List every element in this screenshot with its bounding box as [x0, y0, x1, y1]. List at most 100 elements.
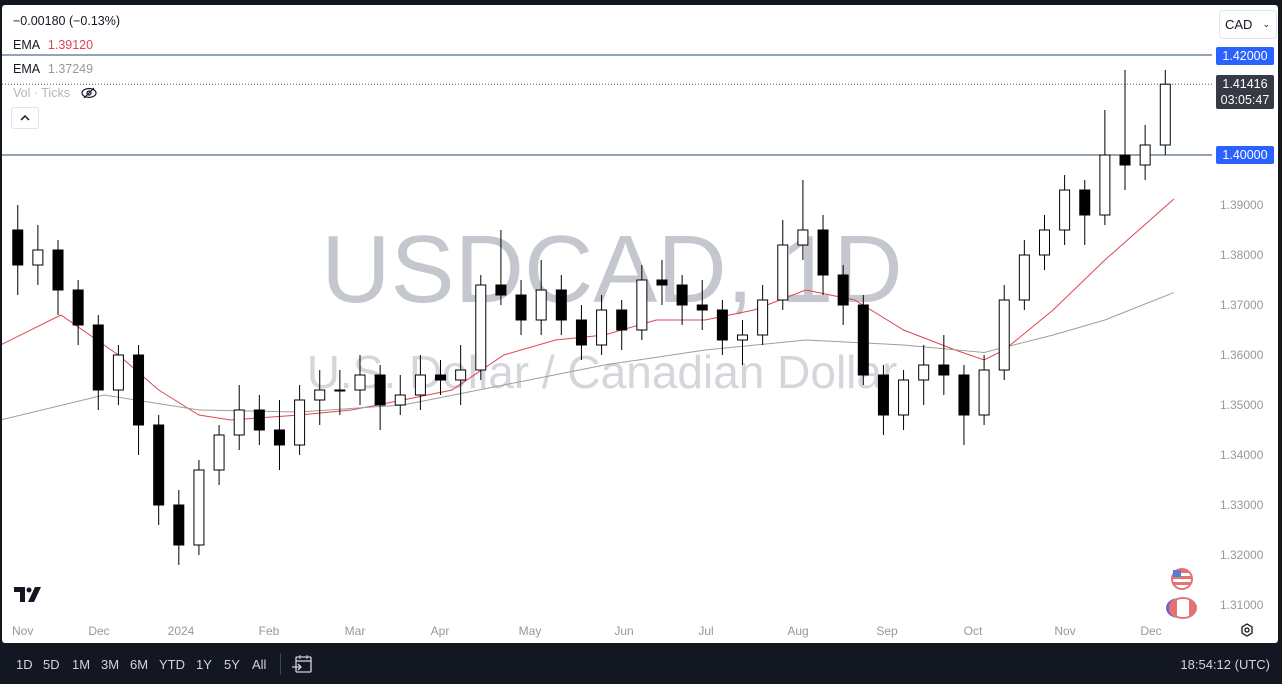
x-tick-label: Jun [614, 624, 633, 638]
candle-down [52, 249, 64, 291]
x-tick-label: Oct [964, 624, 983, 638]
candle-up [998, 299, 1010, 371]
calendar-icon [292, 655, 312, 673]
candle-up [1038, 229, 1050, 256]
ema1-label: EMA [13, 38, 40, 52]
candle-down [253, 409, 265, 431]
candle-down [877, 374, 889, 416]
chevron-down-icon: ⌄ [1262, 19, 1270, 29]
collapse-legend-button[interactable] [11, 107, 39, 129]
candle-down [435, 374, 447, 381]
x-tick-label: Nov [1054, 624, 1075, 638]
candle-up [777, 244, 789, 301]
candle-up [354, 374, 366, 391]
candle-down [555, 289, 567, 321]
eye-hidden-icon[interactable] [81, 87, 98, 102]
x-tick-label: May [519, 624, 542, 638]
price-label-1.42: 1.42000 [1216, 47, 1274, 65]
candle-down [958, 374, 970, 416]
ema-legend-1[interactable]: EMA 1.39120 [13, 38, 93, 52]
candle-down [837, 274, 849, 306]
price-change: −0.00180 (−0.13%) [13, 14, 121, 28]
bottom-toolbar: 1D 5D 1M 3M 6M YTD 1Y 5Y All 18:54:12 (UTC) [2, 645, 1278, 683]
candle-up [414, 374, 426, 396]
candle-down [374, 374, 386, 406]
y-tick-label: 1.38000 [1220, 248, 1264, 262]
candle-up [918, 364, 930, 381]
last-price-label: 1.41416 03:05:47 [1216, 75, 1274, 109]
range-button-ytd[interactable]: YTD [159, 657, 185, 672]
us-flag-icon[interactable] [1171, 568, 1193, 590]
chart-pane[interactable]: USDCAD, 1D U.S. Dollar / Canadian Dollar… [2, 5, 1278, 643]
candle-up [596, 309, 608, 346]
currency-select[interactable]: CAD ⌄ [1219, 10, 1277, 39]
candle-up [898, 379, 910, 416]
candle-down [1119, 154, 1131, 166]
candle-down [273, 429, 285, 446]
divider [280, 653, 281, 675]
range-button-all[interactable]: All [252, 657, 267, 672]
range-button-1d[interactable]: 1D [16, 657, 33, 672]
range-button-3m[interactable]: 3M [101, 657, 120, 672]
x-tick-label: Apr [431, 624, 450, 638]
chevron-up-icon [20, 114, 30, 121]
y-tick-label: 1.34000 [1220, 448, 1264, 462]
utc-clock[interactable]: 18:54:12 (UTC) [1180, 657, 1270, 672]
x-tick-label: Nov [12, 624, 33, 638]
candle-up [636, 279, 648, 331]
candle-down [938, 364, 950, 376]
candle-up [1059, 189, 1071, 231]
x-tick-label: Jul [698, 624, 713, 638]
y-tick-label: 1.37000 [1220, 298, 1264, 312]
x-tick-label: Dec [1140, 624, 1161, 638]
candle-up [112, 354, 124, 391]
candle-down [1079, 189, 1091, 216]
tradingview-logo[interactable] [14, 587, 46, 608]
candle-up [294, 399, 306, 446]
candle-up [797, 229, 809, 246]
candle-down [495, 284, 507, 296]
candle-up [233, 409, 245, 436]
price-chart[interactable]: 1.31000 1.32000 1.33000 1.34000 1.35000 1.360… [2, 5, 1278, 643]
settings-gear-icon[interactable] [1240, 623, 1254, 642]
candle-down [817, 229, 829, 276]
currency-value: CAD [1225, 17, 1253, 32]
range-button-1y[interactable]: 1Y [196, 657, 212, 672]
range-button-5d[interactable]: 5D [43, 657, 60, 672]
x-tick-label: Aug [787, 624, 808, 638]
canada-flag-icon[interactable] [1169, 597, 1197, 619]
candle-up [334, 389, 346, 392]
ema2-label: EMA [13, 62, 40, 76]
x-tick-label: Dec [88, 624, 109, 638]
candle-down [12, 229, 24, 266]
ema-line-1 [2, 198, 1175, 421]
candle-up [394, 394, 406, 406]
bar-countdown: 03:05:47 [1220, 93, 1270, 107]
candle-up [32, 249, 44, 266]
volume-legend[interactable]: Vol · Ticks [13, 86, 98, 102]
candle-down [133, 354, 145, 426]
candle-down [676, 284, 688, 306]
price-label-1.40: 1.40000 [1216, 146, 1274, 164]
candle-up [737, 334, 749, 341]
vol-label: Vol · Ticks [13, 86, 70, 100]
ema-legend-2[interactable]: EMA 1.37249 [13, 62, 93, 76]
candle-up [213, 434, 225, 471]
range-button-5y[interactable]: 5Y [224, 657, 240, 672]
y-tick-label: 1.35000 [1220, 398, 1264, 412]
candle-down [153, 424, 165, 506]
candle-down [716, 309, 728, 341]
x-tick-label: Sep [876, 624, 898, 638]
candle-up [1018, 254, 1030, 301]
candle-down [72, 289, 84, 326]
candle-down [515, 294, 527, 321]
candle-down [92, 324, 104, 391]
candle-up [1159, 83, 1171, 146]
candle-up [1099, 154, 1111, 216]
candle-up [193, 469, 205, 546]
go-to-date-button[interactable] [292, 654, 312, 679]
range-button-6m[interactable]: 6M [130, 657, 149, 672]
candle-down [616, 309, 628, 331]
range-button-1m[interactable]: 1M [72, 657, 91, 672]
last-price: 1.41416 [1222, 77, 1268, 91]
